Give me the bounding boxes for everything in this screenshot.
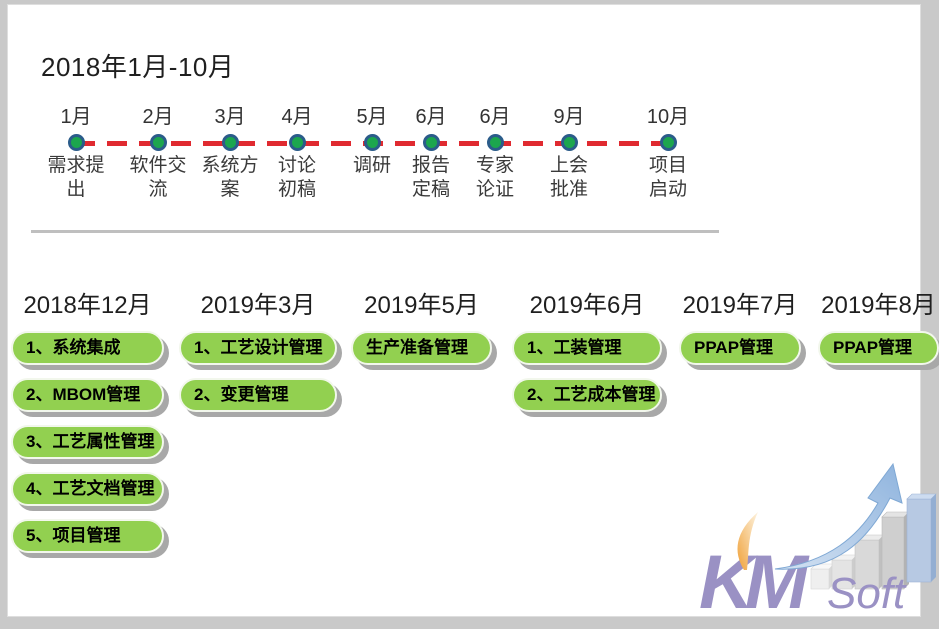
milestone: 5月调研 [326, 103, 418, 178]
logo-km-text: KM [699, 540, 810, 620]
milestone: 10月项目 启动 [622, 103, 714, 202]
milestone-label: 专家 论证 [475, 155, 514, 200]
bar-chart-icon [810, 493, 937, 590]
milestone-label: 软件交 流 [129, 155, 187, 200]
growth-arrow-icon [774, 462, 903, 570]
milestone-month: 6月 [415, 106, 447, 128]
milestone-month: 5月 [356, 106, 388, 128]
phase-item-pill: 3、工艺属性管理 [11, 425, 164, 459]
milestone-dot-icon [560, 134, 578, 151]
phase-item-pill: PPAP管理 [818, 331, 939, 365]
milestone-month: 3月 [214, 106, 246, 128]
phase-header: 2019年8月 [821, 292, 936, 319]
milestone-month: 9月 [553, 106, 585, 128]
phase-header: 2019年6月 [529, 292, 645, 319]
phase-item-pill: 1、工装管理 [512, 331, 662, 365]
milestone-label: 项目 启动 [648, 155, 687, 200]
phase-item-pill: 2、工艺成本管理 [512, 378, 662, 412]
phase-item-pill: 2、MBOM管理 [11, 378, 164, 412]
milestone: 3月系统方 案 [184, 103, 276, 202]
phase-item-pill: 1、工艺设计管理 [179, 331, 337, 365]
phase-item-pill: 1、系统集成 [11, 331, 164, 365]
phase-item-pill: PPAP管理 [679, 331, 801, 365]
kmsoft-logo: KM Soft [699, 462, 937, 620]
milestone-month: 4月 [281, 106, 313, 128]
phase-header: 2019年5月 [364, 292, 479, 319]
milestone-month: 2月 [142, 106, 174, 128]
milestone-dot-icon [486, 134, 504, 151]
milestone-label: 报告 定稿 [411, 155, 450, 200]
milestone-label: 需求提 出 [47, 155, 105, 200]
logo-soft-text: Soft [827, 569, 907, 618]
leaf-icon [737, 512, 758, 570]
milestone-label: 调研 [352, 155, 391, 176]
milestone: 4月讨论 初稿 [251, 103, 343, 202]
milestone-label: 上会 批准 [549, 155, 588, 200]
milestone-dot-icon [221, 134, 239, 151]
milestone-label: 讨论 初稿 [277, 155, 316, 200]
phase-item-pill: 生产准备管理 [351, 331, 492, 365]
timeline-title: 2018年1月-10月 [41, 52, 235, 82]
phase-header: 2019年3月 [200, 292, 316, 319]
milestone-dot-icon [288, 134, 306, 151]
milestone-month: 6月 [479, 106, 511, 128]
milestone-month: 10月 [646, 106, 690, 128]
milestone: 2月软件交 流 [112, 103, 204, 202]
milestone-dot-icon [422, 134, 440, 151]
section-divider [31, 230, 719, 233]
milestone-month: 1月 [60, 106, 92, 128]
milestone-dot-icon [149, 134, 167, 151]
milestone: 1月需求提 出 [30, 103, 122, 202]
slide-page: 2018年1月-10月 1月 需求提 出 2月 软件交 流 3月 系统方 案 4月 讨论 初稿… [7, 4, 939, 620]
phase-item-pill: 4、工艺文档管理 [11, 472, 164, 506]
milestone: 6月报告 定稿 [385, 103, 477, 202]
milestone-dot-icon [659, 134, 677, 151]
phase-item-pill: 5、项目管理 [11, 519, 164, 553]
phase-header: 2018年12月 [23, 292, 152, 319]
milestone-dot-icon [67, 134, 85, 151]
milestone: 6月专家 论证 [449, 103, 541, 202]
milestone: 9月上会 批准 [523, 103, 615, 202]
phase-header: 2019年7月 [682, 292, 798, 319]
milestone-label: 系统方 案 [201, 155, 259, 200]
milestone-dot-icon [363, 134, 381, 151]
phase-item-pill: 2、变更管理 [179, 378, 337, 412]
